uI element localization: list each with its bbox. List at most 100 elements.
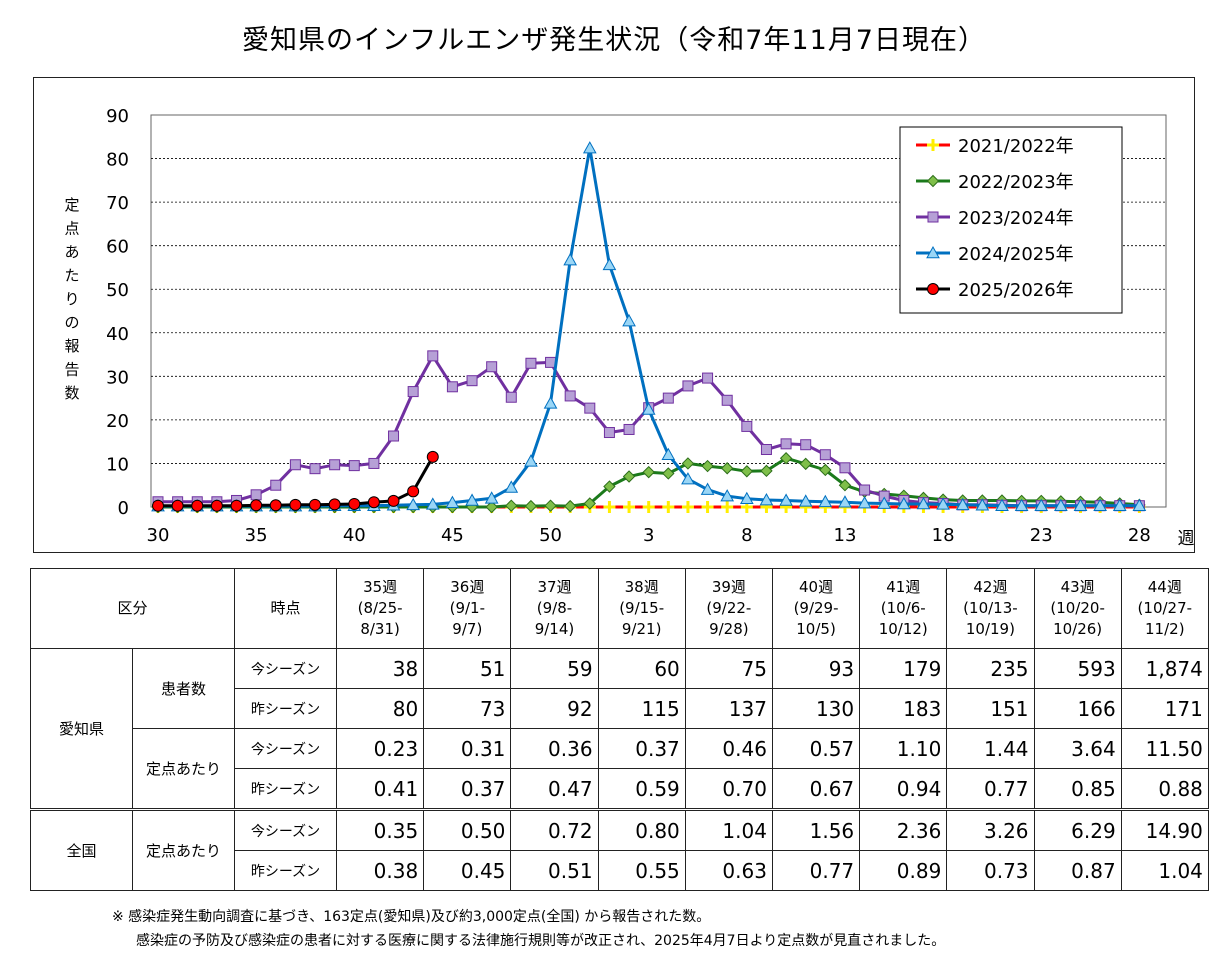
table-cell: 115 [597,688,686,729]
series-3-point [800,439,812,451]
header-week: 35週 (8/25- 8/31) [336,568,425,649]
table-row: 昨シーズン 0.41 0.37 0.47 0.59 0.70 0.67 0.94… [31,768,1209,810]
x-tick-label: 28 [1128,525,1151,546]
series-3-point [741,420,753,432]
series-3-point [466,375,478,387]
series-4-point [1014,498,1029,511]
week-range-end: 9/14) [534,620,575,638]
table-cell: 80 [336,688,425,729]
series-4-point [1034,498,1049,511]
table-cell: 0.37 [423,768,512,810]
table-cell: 0.50 [423,808,512,851]
series-2-point [485,500,498,514]
series-5-point [387,494,400,507]
table-row: 昨シーズン 80 73 92 115 137 130 183 151 166 1… [31,688,1209,729]
series-3-point [682,380,694,392]
legend-label: 2025/2026年 [958,280,1074,301]
series-4-point [543,396,558,409]
week-range-start: (9/15- [619,599,665,617]
series-2-point [544,499,557,512]
week-range-start: (9/1- [449,599,485,617]
series-5-point [269,499,282,512]
table-cell: 0.88 [1120,768,1209,810]
series-3-point [780,438,792,450]
series-2-point [779,452,793,465]
table-cell: 92 [510,688,599,729]
x-tick-label: 50 [539,525,562,546]
table-cell: 0.94 [859,768,948,810]
table-cell: 0.36 [510,728,599,769]
table-cell: 0.47 [510,768,599,810]
week-range-start: (8/25- [357,599,403,617]
season-this: 今シーズン [234,648,338,689]
legend-label: 2024/2025年 [958,244,1074,265]
table-cell: 1.56 [771,808,861,851]
series-5-point [328,498,341,511]
legend-marker [927,211,939,223]
legend-marker [927,283,939,295]
table-row: 全国 定点あたり 今シーズン 0.35 0.50 0.72 0.80 1.04 … [30,808,1209,891]
x-axis-label: 週 [1178,529,1195,549]
series-5-point [309,498,322,511]
table-cell: 0.77 [946,768,1035,810]
series-5-point [210,499,223,512]
series-3-point [819,449,831,461]
week-range-end: 11/2) [1145,620,1185,638]
series-5-point [289,498,302,511]
series-4-point [1054,498,1068,511]
week-label: 38週 [624,578,659,596]
series-3-point [486,361,498,373]
table-cell: 137 [684,688,773,729]
series-3-point [603,427,615,439]
season-this: 今シーズン [234,728,338,769]
table-cell: 179 [859,648,948,689]
table-cell: 0.67 [771,768,861,810]
series-3-point [662,392,674,404]
table-cell: 1.04 [1120,850,1209,891]
x-tick-label: 18 [932,525,955,546]
series-4-point [720,489,735,502]
table-cell: 0.38 [336,850,425,891]
table-cell: 0.35 [336,808,425,851]
week-range-start: (10/13- [963,599,1018,617]
y-tick-label: 0 [118,498,129,519]
series-5-point [367,496,380,509]
region-aichi: 愛知県 [30,648,133,810]
table-cell: 0.73 [946,850,1035,891]
footnote: 感染症の予防及び感染症の患者に対する医療に関する法律施行規則等が改正され、202… [136,933,946,949]
header-week: 43週 (10/20- 10/26) [1033,568,1122,649]
table-cell: 1,874 [1120,648,1209,689]
series-5-point [348,497,361,510]
series-3-point [839,462,851,474]
season-prev: 昨シーズン [234,768,338,810]
legend-label: 2021/2022年 [958,136,1074,157]
legend-label: 2023/2024年 [958,208,1074,229]
header-week: 41週 (10/6- 10/12) [859,568,948,649]
header-timepoint: 時点 [234,568,338,649]
series-4-point [406,497,421,511]
series-3-point [760,444,772,456]
series-3-point [309,463,321,475]
series-3-point [623,423,635,435]
x-tick-label: 8 [741,525,752,546]
table-cell: 59 [510,648,599,689]
table-cell: 0.70 [684,768,773,810]
series-4-point [1073,498,1088,511]
table-cell: 0.31 [423,728,512,769]
series-4-point [445,495,460,508]
series-4-point [995,498,1009,511]
metric-patients: 患者数 [131,648,236,729]
season-prev: 昨シーズン [234,850,338,891]
series-5-point [250,499,263,512]
series-2-point [838,479,852,492]
week-range-start: (9/29- [793,599,839,617]
series-2-point [701,459,714,473]
series-5-point [191,499,204,512]
series-4-point [524,454,538,467]
series-2-point [760,464,773,478]
series-5-point [426,450,439,463]
series-3-point [545,356,557,368]
series-3-point [270,479,282,491]
series-3-point [721,394,733,406]
header-week: 38週 (9/15- 9/21) [597,568,686,649]
